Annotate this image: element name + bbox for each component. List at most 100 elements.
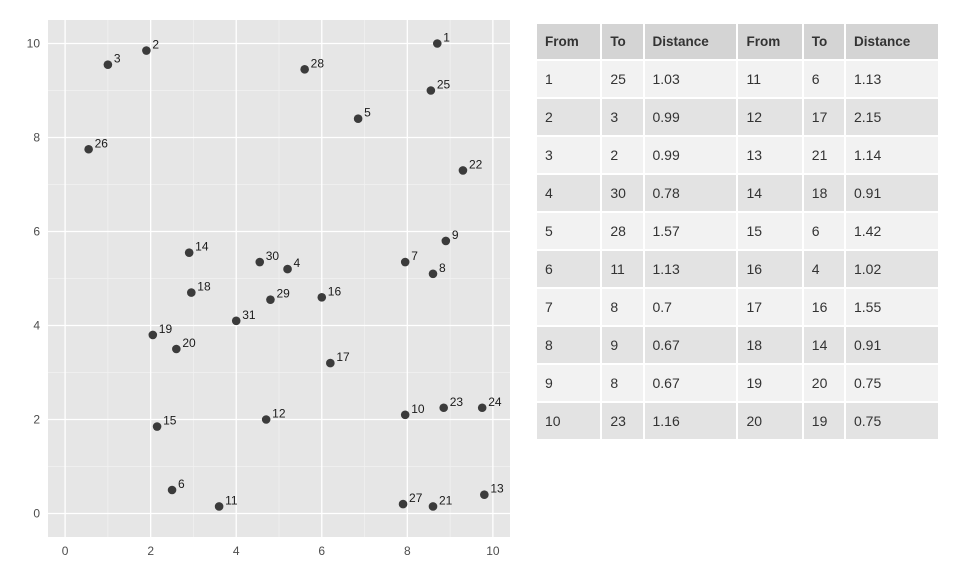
scatter-point — [172, 345, 181, 354]
table-cell: 0.67 — [645, 365, 737, 401]
scatter-point — [185, 248, 194, 257]
point-label: 19 — [159, 322, 173, 336]
table-row: 980.6719200.75 — [537, 365, 938, 401]
table-cell: 21 — [804, 137, 844, 173]
scatter-point — [439, 403, 448, 412]
table-cell: 2.15 — [846, 99, 938, 135]
table-cell: 1.14 — [846, 137, 938, 173]
point-label: 1 — [443, 31, 450, 45]
point-label: 11 — [225, 493, 238, 507]
table-cell: 0.75 — [846, 403, 938, 439]
table-cell: 12 — [738, 99, 801, 135]
table-row: 230.9912172.15 — [537, 99, 938, 135]
table-cell: 9 — [537, 365, 600, 401]
point-label: 8 — [439, 261, 446, 275]
scatter-point — [283, 265, 292, 274]
point-label: 12 — [272, 407, 286, 421]
table-cell: 18 — [804, 175, 844, 211]
table-cell: 1.02 — [846, 251, 938, 287]
scatter-point — [354, 114, 363, 123]
point-label: 2 — [152, 38, 159, 52]
scatter-point — [401, 258, 410, 267]
table-cell: 3 — [602, 99, 642, 135]
point-label: 26 — [95, 136, 109, 150]
scatter-point — [84, 145, 93, 154]
scatter-point — [232, 317, 241, 326]
scatter-point — [149, 331, 158, 340]
table-cell: 8 — [537, 327, 600, 363]
point-label: 4 — [294, 256, 301, 270]
table-cell: 1.03 — [645, 61, 737, 97]
point-label: 27 — [409, 491, 423, 505]
table-header: To — [804, 24, 844, 59]
table-cell: 0.99 — [645, 137, 737, 173]
table-row: 4300.7814180.91 — [537, 175, 938, 211]
table-header: To — [602, 24, 642, 59]
point-label: 29 — [276, 287, 290, 301]
table-row: 890.6718140.91 — [537, 327, 938, 363]
table-cell: 6 — [804, 213, 844, 249]
table-cell: 0.7 — [645, 289, 737, 325]
table-cell: 16 — [804, 289, 844, 325]
y-tick-label: 6 — [33, 225, 40, 239]
table-cell: 18 — [738, 327, 801, 363]
table-cell: 7 — [537, 289, 600, 325]
table-cell: 1.42 — [846, 213, 938, 249]
table-cell: 1.13 — [645, 251, 737, 287]
point-label: 20 — [182, 336, 196, 350]
table-cell: 14 — [738, 175, 801, 211]
table-cell: 2 — [537, 99, 600, 135]
table-cell: 1.57 — [645, 213, 737, 249]
table-row: 6111.131641.02 — [537, 251, 938, 287]
scatter-point — [401, 411, 410, 420]
table-row: 320.9913211.14 — [537, 137, 938, 173]
table-cell: 1.16 — [645, 403, 737, 439]
table-cell: 17 — [804, 99, 844, 135]
y-tick-label: 4 — [33, 319, 40, 333]
table-header: From — [738, 24, 801, 59]
x-tick-label: 6 — [318, 544, 325, 558]
scatter-point — [399, 500, 408, 509]
scatter-point — [104, 60, 113, 69]
point-label: 23 — [450, 395, 464, 409]
scatter-point — [459, 166, 468, 175]
table-cell: 0.99 — [645, 99, 737, 135]
table-cell: 28 — [602, 213, 642, 249]
scatter-point — [142, 46, 151, 55]
table-cell: 1.55 — [846, 289, 938, 325]
table-cell: 0.91 — [846, 327, 938, 363]
point-label: 31 — [242, 308, 256, 322]
table-cell: 20 — [738, 403, 801, 439]
table-cell: 8 — [602, 289, 642, 325]
table-header: Distance — [645, 24, 737, 59]
table-cell: 30 — [602, 175, 642, 211]
scatter-point — [433, 39, 442, 48]
point-label: 5 — [364, 106, 371, 120]
scatter-point — [153, 422, 162, 431]
point-label: 13 — [490, 482, 504, 496]
scatter-point — [480, 490, 489, 499]
scatter-chart: 0246810024681012345678910111213141516171… — [10, 10, 520, 565]
table-cell: 4 — [804, 251, 844, 287]
y-tick-label: 2 — [33, 413, 40, 427]
point-label: 22 — [469, 157, 483, 171]
point-label: 16 — [328, 284, 342, 298]
scatter-point — [429, 502, 438, 511]
point-label: 24 — [488, 395, 502, 409]
x-tick-label: 10 — [486, 544, 500, 558]
table-row: 1251.031161.13 — [537, 61, 938, 97]
point-label: 17 — [336, 350, 350, 364]
table-cell: 10 — [537, 403, 600, 439]
table-cell: 6 — [804, 61, 844, 97]
table-row: 5281.571561.42 — [537, 213, 938, 249]
table-cell: 0.67 — [645, 327, 737, 363]
table-cell: 0.91 — [846, 175, 938, 211]
point-label: 30 — [266, 249, 280, 263]
table-cell: 20 — [804, 365, 844, 401]
table-cell: 5 — [537, 213, 600, 249]
point-label: 15 — [163, 414, 177, 428]
point-label: 14 — [195, 240, 209, 254]
table-cell: 17 — [738, 289, 801, 325]
table-header: Distance — [846, 24, 938, 59]
table-cell: 19 — [738, 365, 801, 401]
